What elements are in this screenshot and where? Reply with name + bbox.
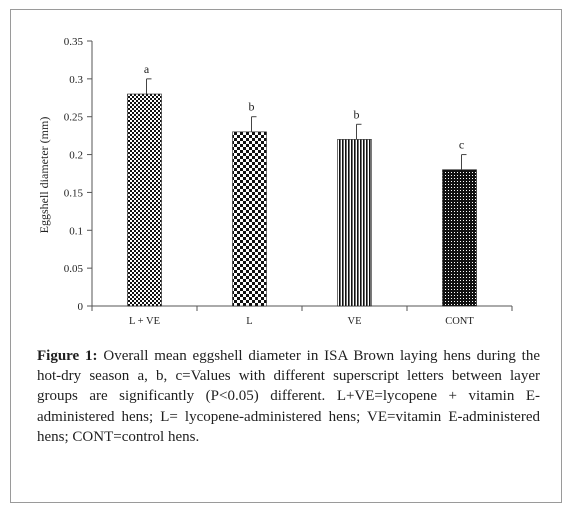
significance-letter: b <box>249 100 255 114</box>
y-tick-label: 0.25 <box>64 112 84 124</box>
x-tick-label: L + VE <box>129 316 160 327</box>
bar-l-ve <box>127 93 162 307</box>
significance-letter: c <box>459 138 464 152</box>
x-tick-label: L <box>246 316 252 327</box>
caption-label: Figure 1: <box>37 348 98 364</box>
bar-cont <box>442 169 477 307</box>
y-tick-label: 0 <box>78 301 84 313</box>
y-tick-label: 0.2 <box>69 150 83 162</box>
y-tick-label: 0.1 <box>69 225 83 237</box>
caption-text: Overall mean eggshell diameter in ISA Br… <box>37 348 541 445</box>
significance-letter: a <box>144 62 150 76</box>
bar-l <box>232 131 267 307</box>
figure-caption: Figure 1: Overall mean eggshell diameter… <box>37 346 540 447</box>
y-tick-label: 0.15 <box>64 187 84 199</box>
y-tick-label: 0.35 <box>64 36 84 48</box>
x-tick-label: VE <box>348 316 362 327</box>
y-tick-label: 0.3 <box>69 74 83 86</box>
x-tick-label: CONT <box>445 316 474 327</box>
y-axis-label: Eggshell diameter (mm) <box>37 117 51 234</box>
significance-letter: b <box>354 107 360 121</box>
bar-chart: 0 0.05 0.1 0.15 0.2 0.25 0.3 0.35 a L + VE b Lb VE c… <box>37 36 513 327</box>
y-tick-label: 0.05 <box>64 263 84 275</box>
bar-ve <box>337 139 372 307</box>
